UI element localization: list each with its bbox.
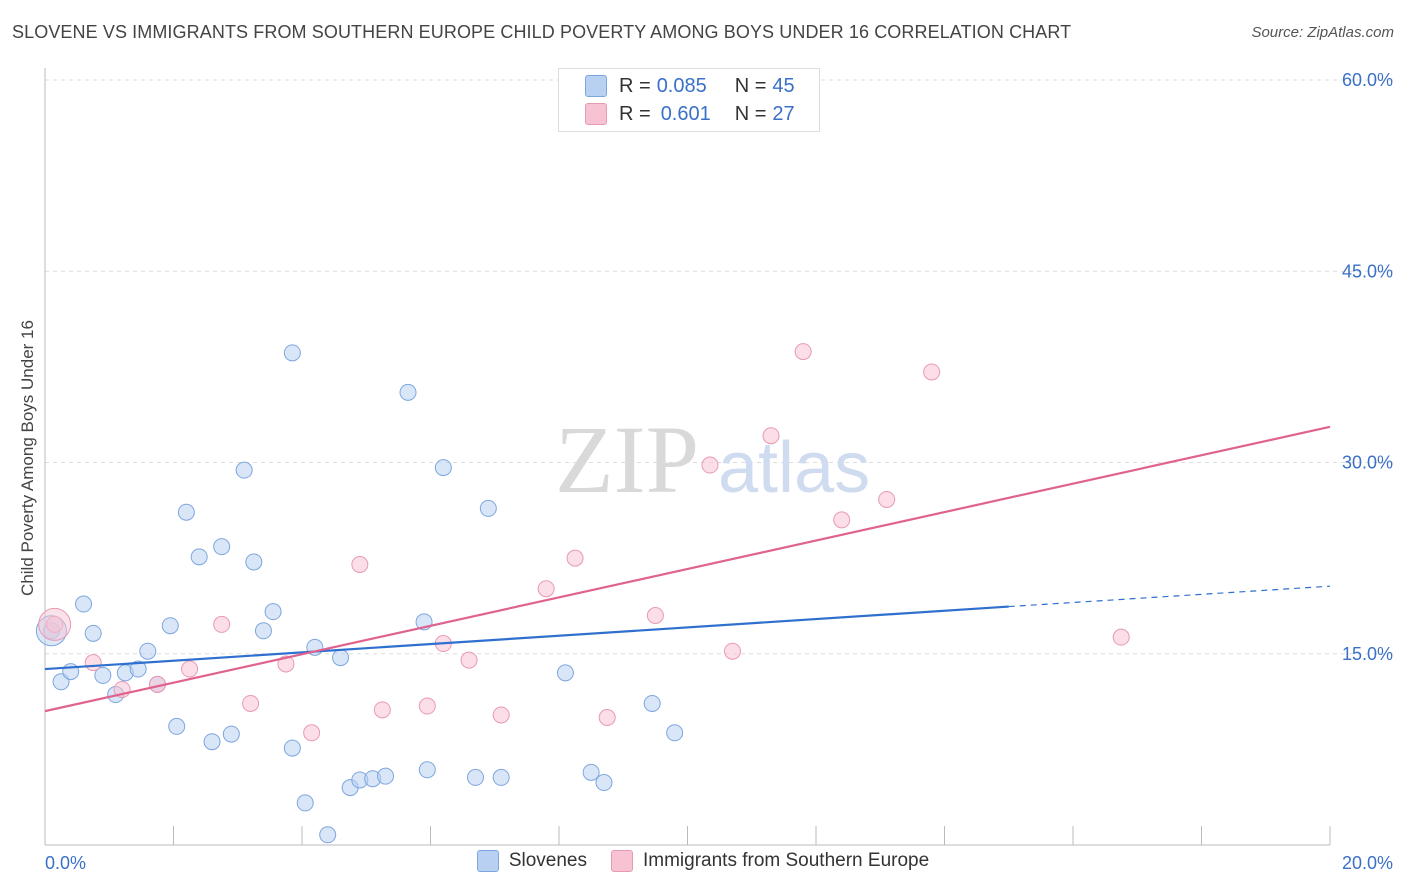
legend-row-immigrants: R = 0.601 N = 27 [585, 101, 795, 127]
slovenes-trend-extension [1008, 585, 1331, 608]
immigrants-point [646, 607, 664, 624]
slovenes-point [264, 603, 282, 621]
tick-labels: 15.0% 30.0% 45.0% 60.0% 0.0% 20.0% [45, 70, 1393, 873]
slovenes-point [203, 733, 221, 751]
axes [44, 68, 1331, 846]
x-tick-label: 20.0% [1342, 853, 1393, 873]
slovenes-point [319, 826, 337, 844]
slovenes-point [643, 694, 661, 712]
slovenes-point [245, 553, 263, 571]
slovenes-point [399, 383, 417, 401]
immigrants-point [242, 694, 260, 712]
legend-row-slovenes: R = 0.085 N = 45 [585, 73, 795, 99]
legend-n-value: 27 [772, 102, 795, 125]
immigrants-point [723, 642, 741, 660]
source-label: Source: ZipAtlas.com [1251, 24, 1394, 41]
y-tick-label: 15.0% [1342, 644, 1393, 664]
slovenes-point [75, 595, 93, 613]
immigrants-point [213, 615, 231, 633]
legend-r-label: R = [619, 74, 651, 97]
immigrants-point [84, 654, 102, 672]
slovenes-point [235, 461, 253, 479]
immigrants-trend-line [44, 425, 1331, 713]
slovenes-point [434, 459, 452, 477]
slovenes-point [466, 768, 484, 786]
series-legend-slovenes[interactable]: Slovenes [476, 850, 587, 872]
watermark-atlas: atlas [718, 428, 870, 508]
immigrants-point [492, 706, 510, 724]
immigrants-point-large [38, 607, 72, 641]
immigrants-point [181, 660, 199, 678]
immigrants-point [762, 427, 780, 445]
slovenes-point [139, 642, 157, 660]
correlation-legend: R = 0.085 N = 45 R = 0.601 N = 27 [558, 68, 820, 132]
legend-r-value: 0.601 [660, 102, 711, 125]
y-tick-label: 45.0% [1342, 261, 1393, 281]
legend-n-value: 45 [772, 74, 795, 97]
slovenes-point [222, 725, 240, 743]
slovenes-swatch [476, 850, 499, 872]
immigrants-points [38, 343, 1130, 742]
immigrants-point [277, 655, 295, 673]
watermark: ZIP atlas [555, 406, 870, 513]
immigrants-point [794, 343, 812, 361]
slovenes-point [84, 624, 102, 642]
slovenes-point [595, 774, 613, 792]
watermark-zip: ZIP [555, 406, 699, 513]
slovenes-point [556, 664, 574, 682]
slovenes-point [254, 622, 272, 640]
slovenes-point [492, 768, 510, 786]
slovenes-label: Slovenes [508, 850, 587, 871]
legend-n-label: N = [734, 102, 767, 125]
immigrants-point [460, 651, 478, 669]
slovenes-point [213, 538, 231, 556]
legend-swatch-immigrants [585, 103, 607, 125]
slovenes-point [332, 649, 350, 667]
immigrants-point [373, 701, 391, 719]
slovenes-point [296, 794, 314, 812]
slovenes-point [418, 761, 436, 779]
gridlines [45, 79, 1395, 655]
legend-swatch-slovenes [585, 75, 607, 97]
immigrants-point [418, 697, 436, 715]
immigrants-point [303, 724, 321, 742]
series-legend: Slovenes Immigrants from Southern Europe [0, 850, 1406, 872]
immigrants-point [566, 549, 584, 567]
slovenes-point [129, 660, 147, 678]
slovenes-point [94, 666, 112, 684]
series-legend-immigrants[interactable]: Immigrants from Southern Europe [610, 850, 930, 872]
legend-n-label: N = [734, 74, 767, 97]
y-tick-label: 60.0% [1342, 70, 1393, 90]
slovenes-point [177, 503, 195, 521]
x-tick-label: 0.0% [45, 853, 86, 873]
immigrants-point [923, 363, 941, 381]
immigrants-swatch [610, 850, 633, 872]
legend-r-label: R = [619, 102, 651, 125]
slovenes-point [283, 739, 301, 757]
immigrants-point [537, 580, 555, 598]
slovenes-point [479, 499, 497, 517]
slovenes-point [161, 617, 179, 635]
trend-lines [44, 425, 1331, 713]
slovenes-point [582, 763, 600, 781]
immigrants-label: Immigrants from Southern Europe [642, 850, 930, 871]
immigrants-point [878, 490, 896, 508]
slovenes-trend-line [44, 605, 1009, 671]
slovenes-point [283, 344, 301, 362]
slovenes-point [377, 767, 395, 785]
immigrants-point [1112, 628, 1130, 646]
immigrants-point [598, 709, 616, 726]
immigrants-point [833, 511, 851, 529]
legend-r-value: 0.085 [656, 74, 707, 97]
immigrants-point [701, 456, 719, 474]
y-tick-label: 30.0% [1342, 453, 1393, 473]
slovenes-point [666, 724, 684, 742]
slovenes-point [168, 717, 186, 735]
slovenes-point [190, 548, 208, 566]
chart-title: SLOVENE VS IMMIGRANTS FROM SOUTHERN EURO… [12, 22, 1072, 42]
immigrants-point [351, 556, 369, 573]
